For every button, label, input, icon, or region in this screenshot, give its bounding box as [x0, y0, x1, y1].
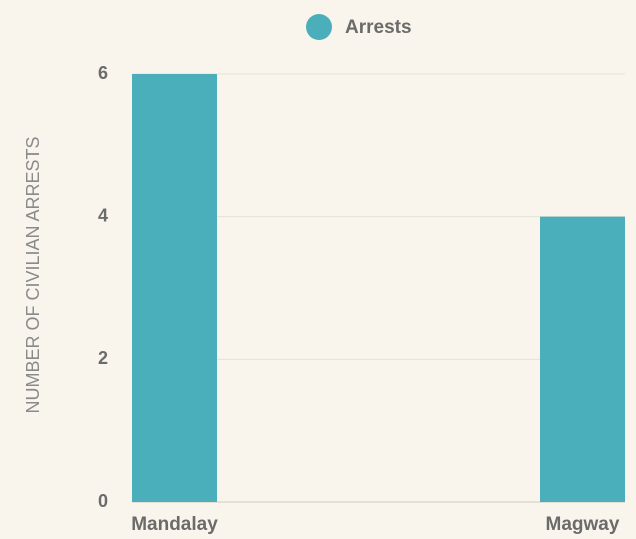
- bar: [540, 216, 625, 502]
- legend-label: Arrests: [345, 17, 412, 38]
- y-tick-label: 0: [98, 491, 108, 511]
- y-tick-label: 4: [98, 205, 108, 225]
- y-tick-label: 6: [98, 63, 108, 83]
- y-tick-label: 2: [98, 348, 108, 368]
- x-tick-label: Mandalay: [131, 514, 218, 535]
- y-axis-title: NUMBER OF CIVILIAN ARRESTS: [23, 136, 43, 413]
- x-tick-label: Magway: [546, 514, 620, 535]
- legend-swatch: [306, 14, 332, 40]
- bar: [132, 74, 217, 502]
